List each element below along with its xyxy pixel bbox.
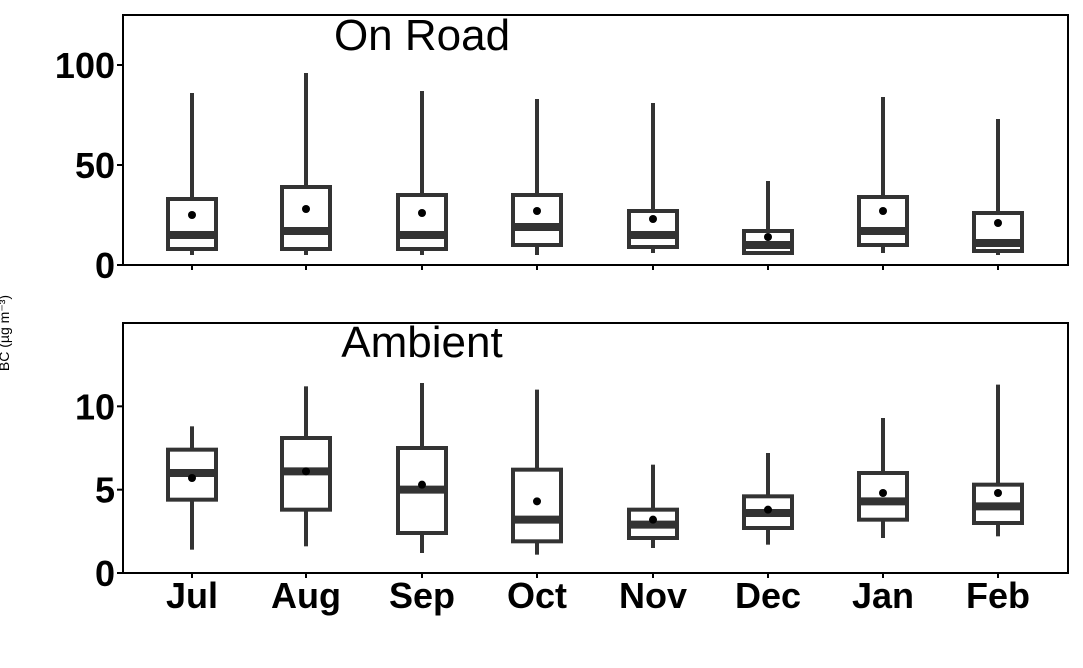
box-jul (166, 426, 218, 550)
y-axis-title: BC (µg m⁻³) (0, 295, 12, 371)
y-tick-label: 50 (75, 145, 115, 186)
y-tick-label: 100 (55, 45, 115, 86)
panel-frame (122, 14, 1069, 266)
x-tick-label: Oct (507, 575, 567, 616)
box-feb (972, 119, 1024, 255)
box-feb (972, 384, 1024, 537)
mean-point (994, 489, 1002, 497)
y-tick-label: 5 (95, 470, 115, 511)
box-nov (627, 464, 679, 548)
mean-point (879, 207, 887, 215)
mean-point (649, 515, 657, 524)
mean-point (879, 489, 887, 497)
panel-ambient: Ambient 0 5 10 Jul Aug Sep Oct Nov Dec Jan Feb (75, 318, 1069, 616)
box-sep (396, 91, 448, 255)
x-tick-label: Dec (735, 575, 801, 616)
box-iqr (396, 193, 448, 251)
box-aug (280, 386, 332, 547)
box-oct (511, 389, 563, 555)
mean-point (649, 215, 657, 223)
box-iqr (280, 185, 332, 251)
box-iqr (857, 195, 909, 247)
mean-point (418, 480, 426, 489)
box-dec (742, 181, 794, 255)
panel-title: On Road (334, 11, 510, 60)
mean-point (302, 205, 310, 213)
panel-on-road: On Road 0 50 100 (55, 11, 1069, 286)
mean-point (302, 467, 310, 476)
x-tick-label: Nov (619, 575, 687, 616)
panel-frame (122, 322, 1069, 574)
mean-point (188, 211, 196, 219)
mean-point (533, 497, 541, 506)
mean-point (994, 219, 1002, 227)
box-dec (742, 453, 794, 545)
x-tick-label: Feb (966, 575, 1030, 616)
box-jul (166, 93, 218, 255)
box-nov (627, 103, 679, 253)
box-iqr (511, 467, 563, 544)
panels: On Road 0 50 100 Ambient 0 5 10 Jul Aug Sep Oct Nov D… (55, 11, 1069, 616)
y-tick-label: 0 (95, 245, 115, 286)
box-jan (857, 418, 909, 538)
y-tick-label: 10 (75, 386, 115, 427)
box-iqr (511, 193, 563, 247)
mean-point (533, 207, 541, 215)
x-tick-label: Jan (852, 575, 914, 616)
box-jan (857, 97, 909, 253)
mean-point (764, 233, 772, 241)
x-tick-label: Jul (166, 575, 218, 616)
box-aug (280, 73, 332, 255)
y-tick-label: 0 (95, 553, 115, 594)
panel-title: Ambient (341, 318, 502, 367)
mean-point (418, 209, 426, 217)
x-tick-label: Sep (389, 575, 455, 616)
x-tick-label: Aug (271, 575, 341, 616)
mean-point (188, 474, 196, 482)
box-oct (511, 99, 563, 255)
mean-point (764, 505, 772, 514)
box-sep (396, 383, 448, 553)
box-iqr (166, 197, 218, 251)
